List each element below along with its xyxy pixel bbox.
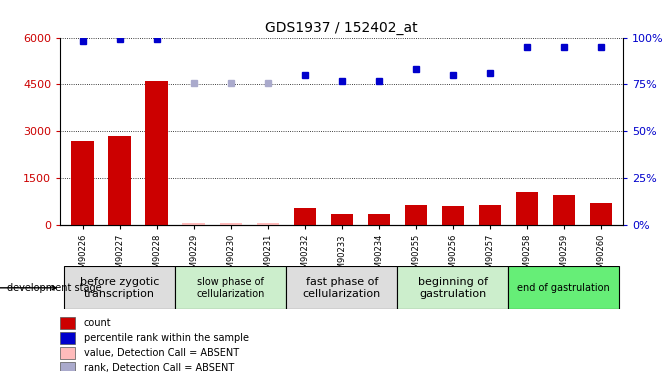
Bar xyxy=(368,214,390,225)
Bar xyxy=(516,192,538,225)
Bar xyxy=(60,317,75,329)
Text: development stage: development stage xyxy=(7,283,101,293)
Bar xyxy=(145,81,168,225)
Bar xyxy=(220,223,242,225)
Bar xyxy=(109,136,131,225)
Text: rank, Detection Call = ABSENT: rank, Detection Call = ABSENT xyxy=(84,363,234,373)
Bar xyxy=(442,206,464,225)
Text: percentile rank within the sample: percentile rank within the sample xyxy=(84,333,249,343)
Bar xyxy=(293,208,316,225)
Bar xyxy=(60,347,75,359)
Bar xyxy=(405,205,427,225)
Text: end of gastrulation: end of gastrulation xyxy=(517,283,610,293)
Text: beginning of
gastrulation: beginning of gastrulation xyxy=(418,277,488,298)
Bar xyxy=(72,141,94,225)
Bar xyxy=(590,203,612,225)
Bar xyxy=(397,266,509,309)
Bar xyxy=(509,266,619,309)
Text: before zygotic
transcription: before zygotic transcription xyxy=(80,277,159,298)
Text: value, Detection Call = ABSENT: value, Detection Call = ABSENT xyxy=(84,348,239,358)
Text: fast phase of
cellularization: fast phase of cellularization xyxy=(303,277,381,298)
Text: slow phase of
cellularization: slow phase of cellularization xyxy=(196,277,265,298)
Bar xyxy=(286,266,397,309)
Bar xyxy=(257,222,279,225)
Bar xyxy=(553,195,575,225)
Text: count: count xyxy=(84,318,111,328)
Bar xyxy=(60,332,75,344)
Bar xyxy=(60,362,75,374)
Bar xyxy=(478,205,501,225)
Bar xyxy=(182,224,205,225)
Title: GDS1937 / 152402_at: GDS1937 / 152402_at xyxy=(265,21,418,35)
Bar xyxy=(175,266,286,309)
Bar xyxy=(64,266,175,309)
Bar xyxy=(330,214,353,225)
